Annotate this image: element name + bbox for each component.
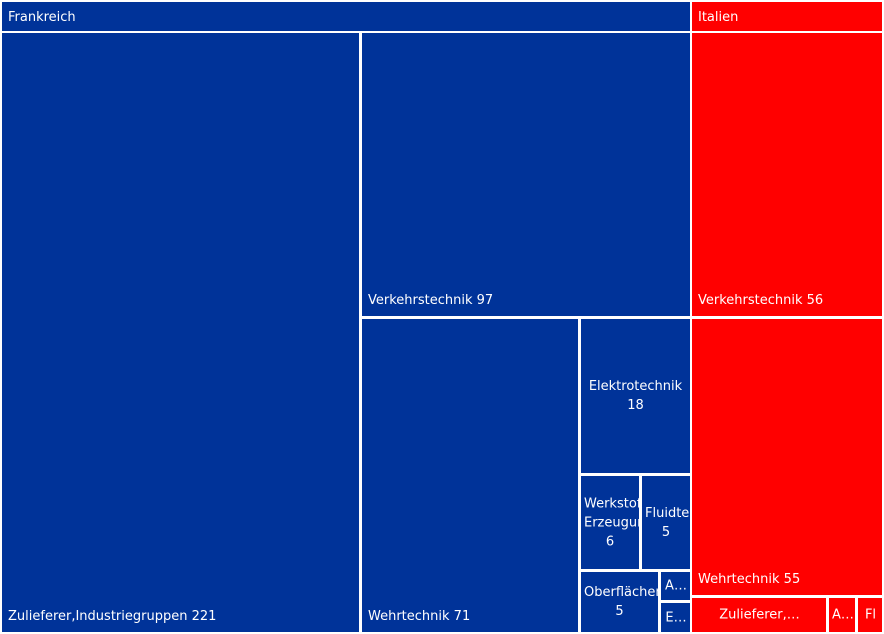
tile-italien-a[interactable]: A… xyxy=(829,598,855,632)
tile-frankreich-e[interactable]: E… xyxy=(661,603,690,632)
group-label-italien: Italien xyxy=(698,10,739,25)
tile-italien-zulieferer[interactable]: Zulieferer,… xyxy=(692,598,826,632)
tile-label: Fl xyxy=(864,607,877,623)
tile-label: A… xyxy=(832,607,853,623)
tile-frankreich-fluidtechnik[interactable]: Fluidtechnik 5 xyxy=(642,476,690,569)
tile-frankreich-a[interactable]: A… xyxy=(661,572,690,600)
group-label-frankreich: Frankreich xyxy=(8,10,76,25)
tile-label: Verkehrstechnik 97 xyxy=(368,293,494,308)
tile-label: Zulieferer,… xyxy=(719,607,800,623)
group-header-italien[interactable]: Italien xyxy=(692,2,882,31)
tile-label: Fluidtechnik 5 xyxy=(645,505,690,540)
tile-label: A… xyxy=(665,578,687,594)
tile-italien-verkehrstechnik[interactable]: Verkehrstechnik 56 xyxy=(692,33,882,316)
tile-label: Oberflächentechnik 5 xyxy=(584,585,658,619)
tile-label: Wehrtechnik 71 xyxy=(368,609,471,624)
tile-frankreich-wehrtechnik[interactable]: Wehrtechnik 71 xyxy=(362,319,578,632)
tile-frankreich-elektrotechnik[interactable]: Elektrotechnik 18 xyxy=(581,319,690,473)
tile-label: Zulieferer,Industriegruppen 221 xyxy=(8,609,217,624)
tile-frankreich-oberflächentechnik[interactable]: Oberflächentechnik 5 xyxy=(581,572,658,632)
tile-label: Wehrtechnik 55 xyxy=(698,572,801,587)
tile-label: Elektrotechnik 18 xyxy=(588,379,683,413)
tile-frankreich-werkstoff-erzeugung[interactable]: Werkstoff-Erzeugung 6 xyxy=(581,476,639,569)
tile-italien-wehrtechnik[interactable]: Wehrtechnik 55 xyxy=(692,319,882,595)
tile-italien-fl[interactable]: Fl xyxy=(858,598,882,632)
group-header-frankreich[interactable]: Frankreich xyxy=(2,2,690,31)
tile-label: Werkstoff-Erzeugung 6 xyxy=(584,496,639,549)
tile-frankreich-verkehrstechnik[interactable]: Verkehrstechnik 97 xyxy=(362,33,690,316)
tile-label: Verkehrstechnik 56 xyxy=(698,293,824,308)
tile-frankreich-zulieferer-industriegruppen[interactable]: Zulieferer,Industriegruppen 221 xyxy=(2,33,359,632)
tile-label: E… xyxy=(665,610,687,625)
